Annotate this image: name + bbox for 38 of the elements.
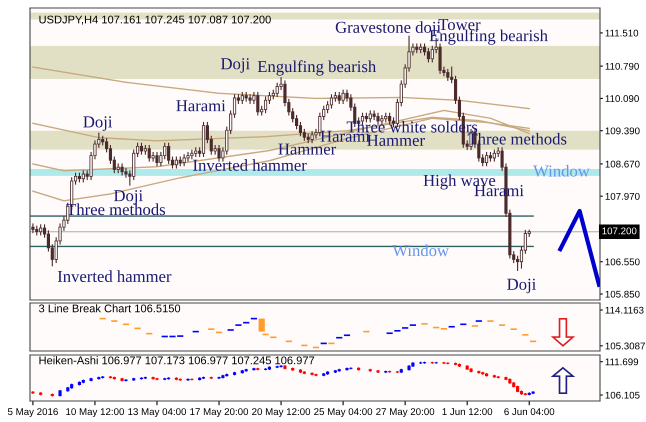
- annotation: Doji: [220, 58, 250, 73]
- y-tick-label: 107.970: [606, 192, 640, 200]
- x-tick-label: 5 May 2016: [8, 408, 58, 418]
- ref-line-label: Window: [392, 244, 449, 256]
- annotation: Doji: [114, 190, 143, 205]
- chart-title: 3 Line Break Chart 106.5150: [38, 304, 180, 312]
- annotation: Inverted hammer: [193, 159, 307, 171]
- y-tick-label: 109.390: [606, 127, 640, 134]
- y-tick-label: 110.790: [606, 62, 639, 70]
- x-tick-label: 27 May 20:00: [376, 408, 434, 418]
- x-tick-label: 25 May 04:00: [314, 408, 372, 418]
- x-tick-label: 6 Jun 04:00: [504, 408, 554, 416]
- annotation: Doji: [83, 116, 112, 131]
- annotation: Hammer: [367, 134, 425, 146]
- y-tick-label: 110.090: [606, 95, 639, 102]
- x-tick-label: 20 May 12:00: [252, 408, 310, 418]
- y-tick-label: 106.550: [606, 258, 640, 266]
- y-tick-label: 106.105: [606, 392, 640, 399]
- annotation: Inverted hammer: [58, 270, 172, 282]
- chart-title: Heiken-Ashi 106.977 107.173 106.977 107.245 106.977: [39, 356, 314, 364]
- y-tick-label: 114.1163: [606, 306, 644, 314]
- x-tick-label: 13 May 04:00: [128, 408, 186, 418]
- annotation: Harami: [176, 100, 226, 112]
- x-tick-label: 10 May 12:00: [66, 408, 124, 418]
- annotation: Hammer: [278, 144, 336, 155]
- x-tick-label: 1 Jun 12:00: [442, 408, 492, 416]
- annotation: Harami: [320, 130, 370, 142]
- y-tick-label: 108.670: [606, 160, 640, 168]
- y-tick-label: 111.510: [606, 30, 638, 37]
- annotation: Engulfing bearish: [258, 60, 376, 76]
- ref-line-label: 107.200: [602, 227, 636, 234]
- y-tick-label: 111.699: [606, 358, 638, 366]
- y-tick-label: 105.850: [606, 290, 640, 298]
- annotation: Tower: [438, 19, 480, 30]
- text: USDJPY,H4 107.161 107.245 107.087 107.200: [39, 16, 271, 25]
- y-tick-label: 105.3087: [606, 342, 645, 350]
- x-tick-label: 17 May 20:00: [190, 408, 248, 418]
- annotation: Doji: [507, 278, 536, 294]
